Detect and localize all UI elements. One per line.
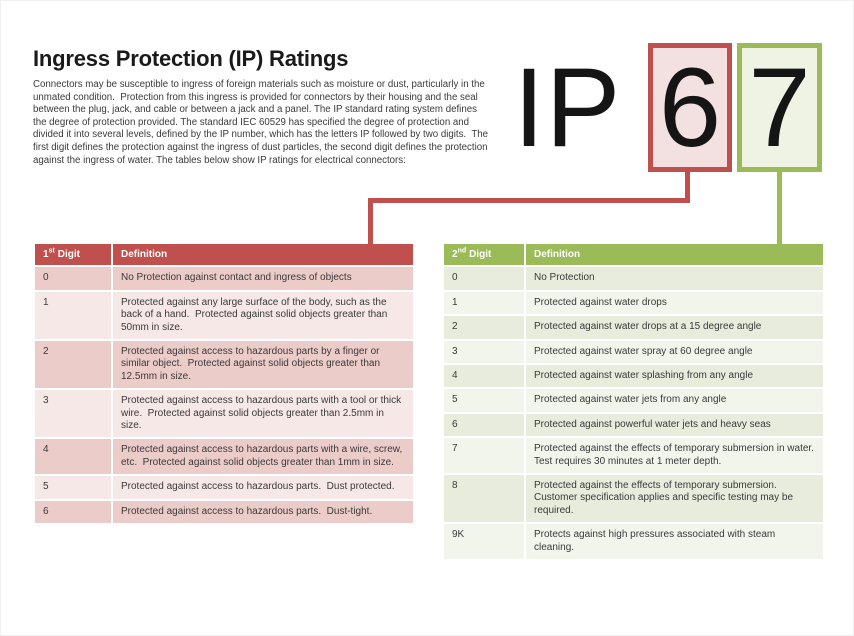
header-digit-word: Digit [469,249,492,260]
definition-cell: No Protection against contact and ingres… [113,267,413,290]
first-digit-connector-segment [685,169,690,203]
definition-cell: Protected against water splashing from a… [526,365,823,388]
digit-column-header: 1st Digit [35,244,111,266]
table-row: 1 Protected against water drops [444,291,823,315]
first-digit-value: 6 [658,44,722,170]
table-row: 1 Protected against any large surface of … [35,291,413,340]
table-row: 9K Protects against high pressures associ… [444,524,823,560]
table-row: 4 Protected against access to hazardous p… [35,439,413,475]
digit-cell: 1 [35,291,111,340]
table-row: 8 Protected against the effects of tempor… [444,475,823,523]
digit-cell: 5 [35,476,111,499]
page-title: Ingress Protection (IP) Ratings [33,46,349,71]
digit-cell: 4 [444,365,524,388]
digit-cell: 3 [35,390,111,438]
table-row: 3 Protected against access to hazardous p… [35,390,413,438]
first-digit-box: 6 [648,43,732,172]
definition-cell: Protected against the effects of tempora… [526,438,823,474]
digit-cell: 0 [444,267,524,290]
header-digit-word: Digit [57,249,81,260]
first-digit-connector-segment [368,198,690,203]
ip-letter-p: P [545,44,621,170]
definition-cell: Protects against high pressures associat… [526,524,823,560]
header-ordinal-suffix: st [48,247,55,255]
first-digit-connector-segment [368,198,373,246]
definition-cell: No Protection [526,267,823,290]
definition-cell: Protected against access to hazardous pa… [113,390,413,438]
definition-cell: Protected against access to hazardous pa… [113,341,413,389]
second-digit-box: 7 [737,43,822,172]
table-row: 5 Protected against water jets from any a… [444,389,823,412]
second-digit-table: 2nd Digit Definition 0 No Protection 1 Prote… [442,242,825,561]
first-digit-table: 1st Digit Definition 0 No Protection again… [33,242,415,525]
header-ordinal-suffix: nd [457,247,467,255]
definition-cell: Protected against powerful water jets an… [526,413,823,437]
header-digit-number: 2 [452,249,458,260]
table-row: 3 Protected against water spray at 60 deg… [444,340,823,364]
digit-cell: 7 [444,438,524,474]
digit-cell: 6 [444,413,524,437]
table-row: 5 Protected against access to hazardous p… [35,476,413,499]
ip-letter-i: I [513,44,545,170]
definition-cell: Protected against access to hazardous pa… [113,439,413,475]
definition-cell: Protected against water spray at 60 degr… [526,340,823,364]
digit-cell: 0 [35,267,111,290]
definition-column-header: Definition [526,244,823,266]
table-row: 7 Protected against the effects of tempor… [444,438,823,474]
definition-cell: Protected against any large surface of t… [113,291,413,340]
definition-cell: Protected against water drops at a 15 de… [526,316,823,339]
table-header-row: 1st Digit Definition [35,244,413,266]
digit-cell: 3 [444,340,524,364]
table-row: 0 No Protection against contact and ingre… [35,267,413,290]
table-row: 6 Protected against powerful water jets a… [444,413,823,437]
definition-cell: Protected against access to hazardous pa… [113,476,413,499]
digit-cell: 9K [444,524,524,560]
table-row: 0 No Protection [444,267,823,290]
definition-cell: Protected against water jets from any an… [526,389,823,412]
digit-cell: 5 [444,389,524,412]
second-digit-value: 7 [748,44,811,170]
table-row: 2 Protected against access to hazardous p… [35,341,413,389]
table-header-row: 2nd Digit Definition [444,244,823,266]
table-row: 6 Protected against access to hazardous p… [35,500,413,524]
digit-cell: 4 [35,439,111,475]
digit-cell: 2 [35,341,111,389]
definition-cell: Protected against the effects of tempora… [526,475,823,523]
digit-cell: 6 [35,500,111,524]
header-digit-number: 1 [43,249,49,260]
table-row: 4 Protected against water splashing from … [444,365,823,388]
table-row: 2 Protected against water drops at a 15 d… [444,316,823,339]
definition-column-header: Definition [113,244,413,266]
definition-cell: Protected against access to hazardous pa… [113,500,413,524]
intro-paragraph: Connectors may be susceptible to ingress… [33,79,491,166]
digit-cell: 8 [444,475,524,523]
digit-column-header: 2nd Digit [444,244,524,266]
second-digit-connector-segment [777,169,782,246]
digit-cell: 2 [444,316,524,339]
definition-cell: Protected against water drops [526,291,823,315]
digit-cell: 1 [444,291,524,315]
